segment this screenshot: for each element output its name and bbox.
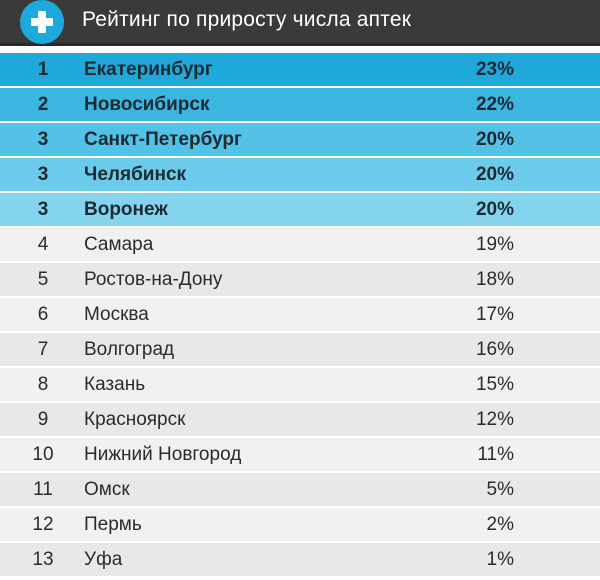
rank-cell: 12: [32, 514, 54, 535]
growth-value-cell: 20%: [475, 199, 514, 220]
rank-cell: 3: [37, 129, 49, 150]
rank-cell: 4: [37, 234, 49, 255]
header-bar: Рейтинг по приросту числа аптек: [0, 0, 600, 46]
rank-cell: 6: [37, 304, 49, 325]
city-cell: Красноярск: [84, 409, 186, 430]
city-cell: Новосибирск: [84, 94, 210, 115]
table-row: 12 Пермь 2%: [0, 508, 600, 541]
table-row: 2 Новосибирск 22%: [0, 88, 600, 121]
table-row: 8 Казань 15%: [0, 368, 600, 401]
growth-value-cell: 12%: [475, 409, 514, 430]
growth-value-cell: 16%: [475, 339, 514, 360]
page-title: Рейтинг по приросту числа аптек: [82, 8, 412, 31]
city-cell: Самара: [84, 234, 154, 255]
growth-value-cell: 20%: [475, 129, 514, 150]
growth-value-cell: 22%: [475, 94, 514, 115]
city-cell: Казань: [84, 374, 146, 395]
growth-value-cell: 5%: [486, 479, 514, 500]
rank-cell: 2: [37, 94, 49, 115]
growth-value-cell: 19%: [475, 234, 514, 255]
city-cell: Ростов-на-Дону: [84, 269, 223, 290]
table-row: 11 Омск 5%: [0, 473, 600, 506]
rank-cell: 3: [37, 199, 49, 220]
city-cell: Пермь: [84, 514, 142, 535]
table-row: 1 Екатеринбург 23%: [0, 53, 600, 86]
ranking-table: 1 Екатеринбург 23% 2 Новосибирск 22% 3 Санкт-Пе…: [0, 53, 600, 578]
table-row: 3 Воронеж 20%: [0, 193, 600, 226]
growth-value-cell: 18%: [475, 269, 514, 290]
table-row: 10 Нижний Новгород 11%: [0, 438, 600, 471]
city-cell: Воронеж: [84, 199, 168, 220]
growth-value-cell: 11%: [477, 444, 514, 465]
city-cell: Нижний Новгород: [84, 444, 242, 465]
table-row: 7 Волгоград 16%: [0, 333, 600, 366]
city-cell: Екатеринбург: [84, 59, 213, 80]
table-row: 5 Ростов-на-Дону 18%: [0, 263, 600, 296]
growth-value-cell: 20%: [475, 164, 514, 185]
rank-cell: 11: [33, 479, 53, 500]
city-cell: Санкт-Петербург: [84, 129, 242, 150]
table-row: 4 Самара 19%: [0, 228, 600, 261]
plus-icon-glyph: [31, 11, 53, 33]
rank-cell: 10: [32, 444, 54, 465]
plus-icon: [20, 0, 64, 44]
growth-value-cell: 1%: [486, 549, 514, 570]
city-cell: Челябинск: [84, 164, 187, 185]
table-row: 13 Уфа 1%: [0, 543, 600, 576]
table-row: 3 Челябинск 20%: [0, 158, 600, 191]
city-cell: Омск: [84, 479, 130, 500]
rank-cell: 3: [37, 164, 49, 185]
rank-cell: 8: [37, 374, 49, 395]
growth-value-cell: 17%: [475, 304, 514, 325]
city-cell: Волгоград: [84, 339, 175, 360]
table-row: 3 Санкт-Петербург 20%: [0, 123, 600, 156]
growth-value-cell: 15%: [475, 374, 514, 395]
rank-cell: 7: [37, 339, 49, 360]
rank-cell: 9: [37, 409, 49, 430]
growth-value-cell: 2%: [486, 514, 514, 535]
rank-cell: 1: [37, 59, 49, 80]
table-row: 9 Красноярск 12%: [0, 403, 600, 436]
city-cell: Уфа: [84, 549, 123, 570]
rank-cell: 5: [37, 269, 49, 290]
city-cell: Москва: [84, 304, 149, 325]
rank-cell: 13: [32, 549, 54, 570]
table-row: 6 Москва 17%: [0, 298, 600, 331]
growth-value-cell: 23%: [475, 59, 514, 80]
